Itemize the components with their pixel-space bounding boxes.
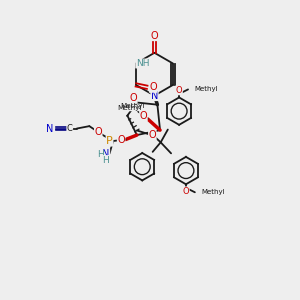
Text: Methyl: Methyl (118, 105, 142, 111)
Text: O: O (176, 86, 182, 95)
Text: Methyl: Methyl (201, 189, 225, 195)
Text: N: N (151, 91, 158, 100)
Text: H: H (97, 150, 104, 159)
Text: NH: NH (136, 59, 149, 68)
Text: N: N (102, 149, 110, 159)
Text: O: O (148, 130, 156, 140)
Text: O: O (149, 82, 157, 92)
Text: C: C (67, 124, 73, 133)
Text: O: O (151, 31, 158, 40)
Text: H: H (103, 155, 110, 164)
Text: O: O (140, 111, 147, 121)
Text: P: P (106, 136, 113, 146)
Text: O: O (94, 127, 102, 137)
Text: N: N (46, 124, 53, 134)
Text: O: O (117, 135, 125, 145)
Text: O: O (183, 187, 189, 196)
Text: O: O (130, 93, 137, 103)
Text: Methyl: Methyl (121, 103, 145, 109)
Text: Methyl: Methyl (195, 86, 218, 92)
